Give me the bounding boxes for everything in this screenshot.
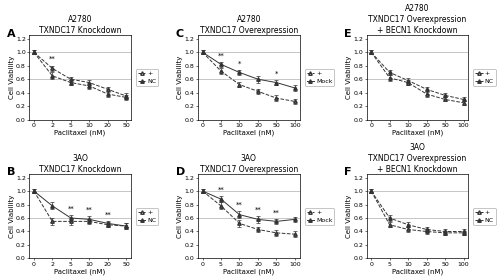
- Title: 3AO
TXNDC17 Overexpression: 3AO TXNDC17 Overexpression: [200, 154, 298, 174]
- Y-axis label: Cell Viability: Cell Viability: [177, 56, 183, 99]
- Text: **: **: [49, 56, 56, 62]
- Text: **: **: [218, 52, 224, 58]
- X-axis label: Paclitaxel (nM): Paclitaxel (nM): [54, 129, 106, 136]
- Text: **: **: [236, 202, 243, 208]
- Title: 3AO
TXNDC17 Overexpression
+ BECN1 Knockdown: 3AO TXNDC17 Overexpression + BECN1 Knock…: [368, 143, 466, 174]
- Text: E: E: [344, 29, 352, 39]
- X-axis label: Paclitaxel (nM): Paclitaxel (nM): [223, 268, 274, 275]
- X-axis label: Paclitaxel (nM): Paclitaxel (nM): [392, 268, 443, 275]
- Y-axis label: Cell Viability: Cell Viability: [346, 195, 352, 238]
- Legend: +, NC: +, NC: [136, 208, 158, 225]
- Text: B: B: [7, 167, 16, 177]
- Y-axis label: Cell Viability: Cell Viability: [177, 195, 183, 238]
- Legend: +, NC: +, NC: [474, 208, 496, 225]
- X-axis label: Paclitaxel (nM): Paclitaxel (nM): [54, 268, 106, 275]
- Text: *: *: [238, 60, 241, 66]
- Text: *: *: [274, 71, 278, 76]
- Text: **: **: [86, 207, 92, 213]
- Title: 3AO
TXNDC17 Knockdown: 3AO TXNDC17 Knockdown: [39, 154, 121, 174]
- Text: D: D: [176, 167, 185, 177]
- Title: A2780
TXNDC17 Knockdown: A2780 TXNDC17 Knockdown: [39, 15, 121, 35]
- X-axis label: Paclitaxel (nM): Paclitaxel (nM): [223, 129, 274, 136]
- Y-axis label: Cell Viability: Cell Viability: [8, 195, 14, 238]
- Text: C: C: [176, 29, 184, 39]
- Legend: +, Mock: +, Mock: [304, 208, 334, 225]
- Y-axis label: Cell Viability: Cell Viability: [8, 56, 14, 99]
- Legend: +, NC: +, NC: [136, 69, 158, 86]
- Text: **: **: [218, 186, 224, 193]
- Legend: +, NC: +, NC: [474, 69, 496, 86]
- Title: A2780
TXNDC17 Overexpression
+ BECN1 Knockdown: A2780 TXNDC17 Overexpression + BECN1 Kno…: [368, 4, 466, 35]
- Text: **: **: [254, 207, 262, 213]
- X-axis label: Paclitaxel (nM): Paclitaxel (nM): [392, 129, 443, 136]
- Y-axis label: Cell Viability: Cell Viability: [346, 56, 352, 99]
- Text: **: **: [104, 211, 111, 217]
- Title: A2780
TXNDC17 Overexpression: A2780 TXNDC17 Overexpression: [200, 15, 298, 35]
- Text: F: F: [344, 167, 352, 177]
- Legend: +, Mock: +, Mock: [304, 69, 334, 86]
- Text: A: A: [7, 29, 16, 39]
- Text: **: **: [68, 205, 74, 211]
- Text: **: **: [273, 209, 280, 215]
